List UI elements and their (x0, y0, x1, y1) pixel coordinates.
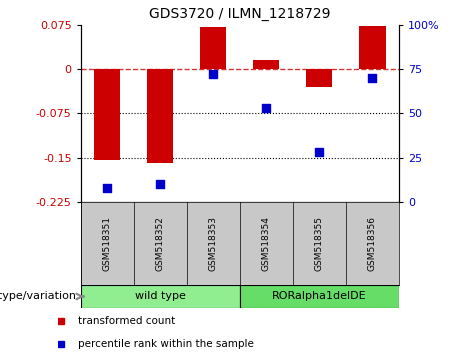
Point (262, 105, 270, 111)
Text: percentile rank within the sample: percentile rank within the sample (77, 339, 254, 349)
Text: genotype/variation: genotype/variation (0, 291, 76, 302)
Bar (81, 285, 240, 308)
Bar (240, 285, 399, 308)
Text: RORalpha1delDE: RORalpha1delDE (272, 291, 366, 302)
Bar (94, 69, 120, 160)
Bar (359, 26, 385, 69)
Point (315, 149, 323, 155)
Text: GSM518356: GSM518356 (368, 216, 377, 271)
Text: wild type: wild type (135, 291, 186, 302)
Title: GDS3720 / ILMN_1218729: GDS3720 / ILMN_1218729 (149, 7, 331, 21)
Bar (147, 69, 173, 164)
Text: GSM518351: GSM518351 (103, 216, 112, 271)
Text: GSM518352: GSM518352 (156, 216, 165, 271)
Text: transformed count: transformed count (77, 316, 175, 326)
Bar (306, 69, 332, 87)
Point (368, 75, 376, 81)
Text: GSM518355: GSM518355 (315, 216, 324, 271)
Point (103, 185, 111, 190)
Point (156, 181, 164, 187)
Bar (200, 27, 226, 69)
Bar (253, 60, 279, 69)
Text: GSM518354: GSM518354 (262, 216, 271, 271)
Text: GSM518353: GSM518353 (209, 216, 218, 271)
Point (209, 72, 217, 77)
